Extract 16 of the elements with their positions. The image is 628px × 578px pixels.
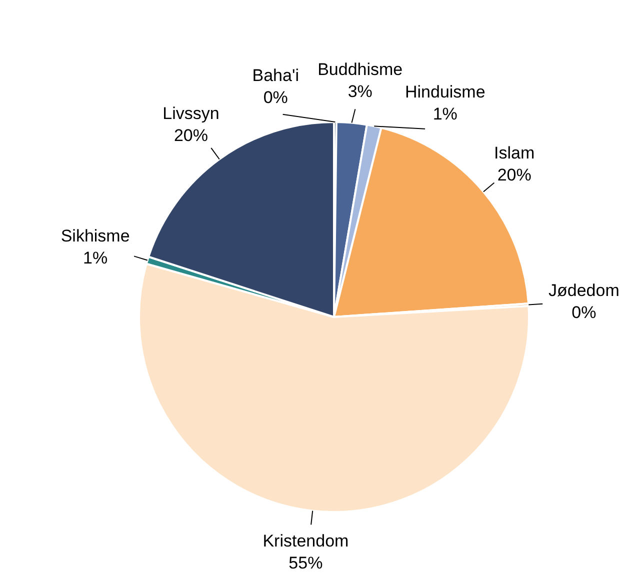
slice-label: Livssyn bbox=[162, 104, 220, 123]
slice-label: Buddhisme bbox=[318, 60, 403, 79]
slice-label: Jødedom bbox=[548, 280, 620, 300]
slice-label: Kristendom bbox=[262, 531, 349, 550]
data-label: 55% bbox=[288, 553, 323, 572]
slice-label: Islam bbox=[494, 143, 535, 162]
data-label: 1% bbox=[432, 104, 458, 124]
data-label: 20% bbox=[174, 126, 208, 145]
slice-label: Baha'i bbox=[252, 66, 299, 85]
data-label: 20% bbox=[497, 165, 532, 184]
data-label: 0% bbox=[263, 88, 288, 107]
data-label: 3% bbox=[348, 82, 372, 101]
data-label: 0% bbox=[572, 302, 596, 322]
slice-label: Sikhisme bbox=[60, 226, 130, 246]
data-label: 1% bbox=[83, 248, 108, 268]
slice-label: Hinduisme bbox=[404, 82, 486, 102]
